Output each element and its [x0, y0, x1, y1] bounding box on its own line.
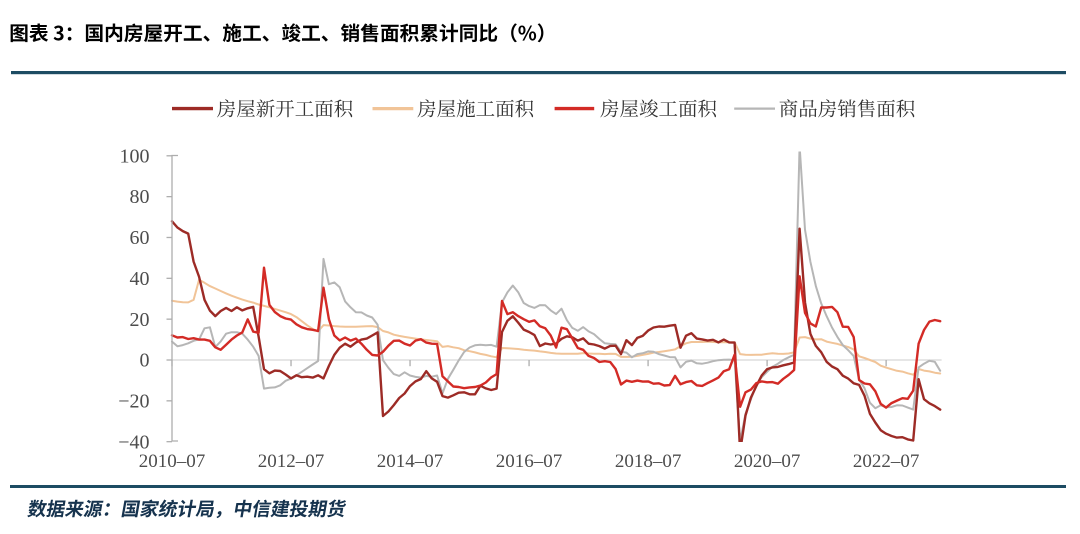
svg-text:2012–07: 2012–07: [258, 451, 325, 472]
svg-text:2018–07: 2018–07: [615, 451, 682, 472]
svg-text:2020–07: 2020–07: [734, 451, 801, 472]
svg-text:20: 20: [130, 309, 150, 331]
svg-text:−40: −40: [118, 431, 149, 453]
svg-text:40: 40: [130, 268, 150, 290]
svg-text:60: 60: [130, 227, 150, 249]
svg-text:0: 0: [140, 350, 150, 372]
svg-text:2014–07: 2014–07: [377, 451, 444, 472]
svg-text:2016–07: 2016–07: [496, 451, 563, 472]
svg-text:2010–07: 2010–07: [139, 451, 206, 472]
svg-text:80: 80: [130, 186, 150, 208]
svg-text:2022–07: 2022–07: [853, 451, 920, 472]
svg-text:−20: −20: [118, 390, 149, 412]
svg-text:100: 100: [120, 145, 150, 167]
